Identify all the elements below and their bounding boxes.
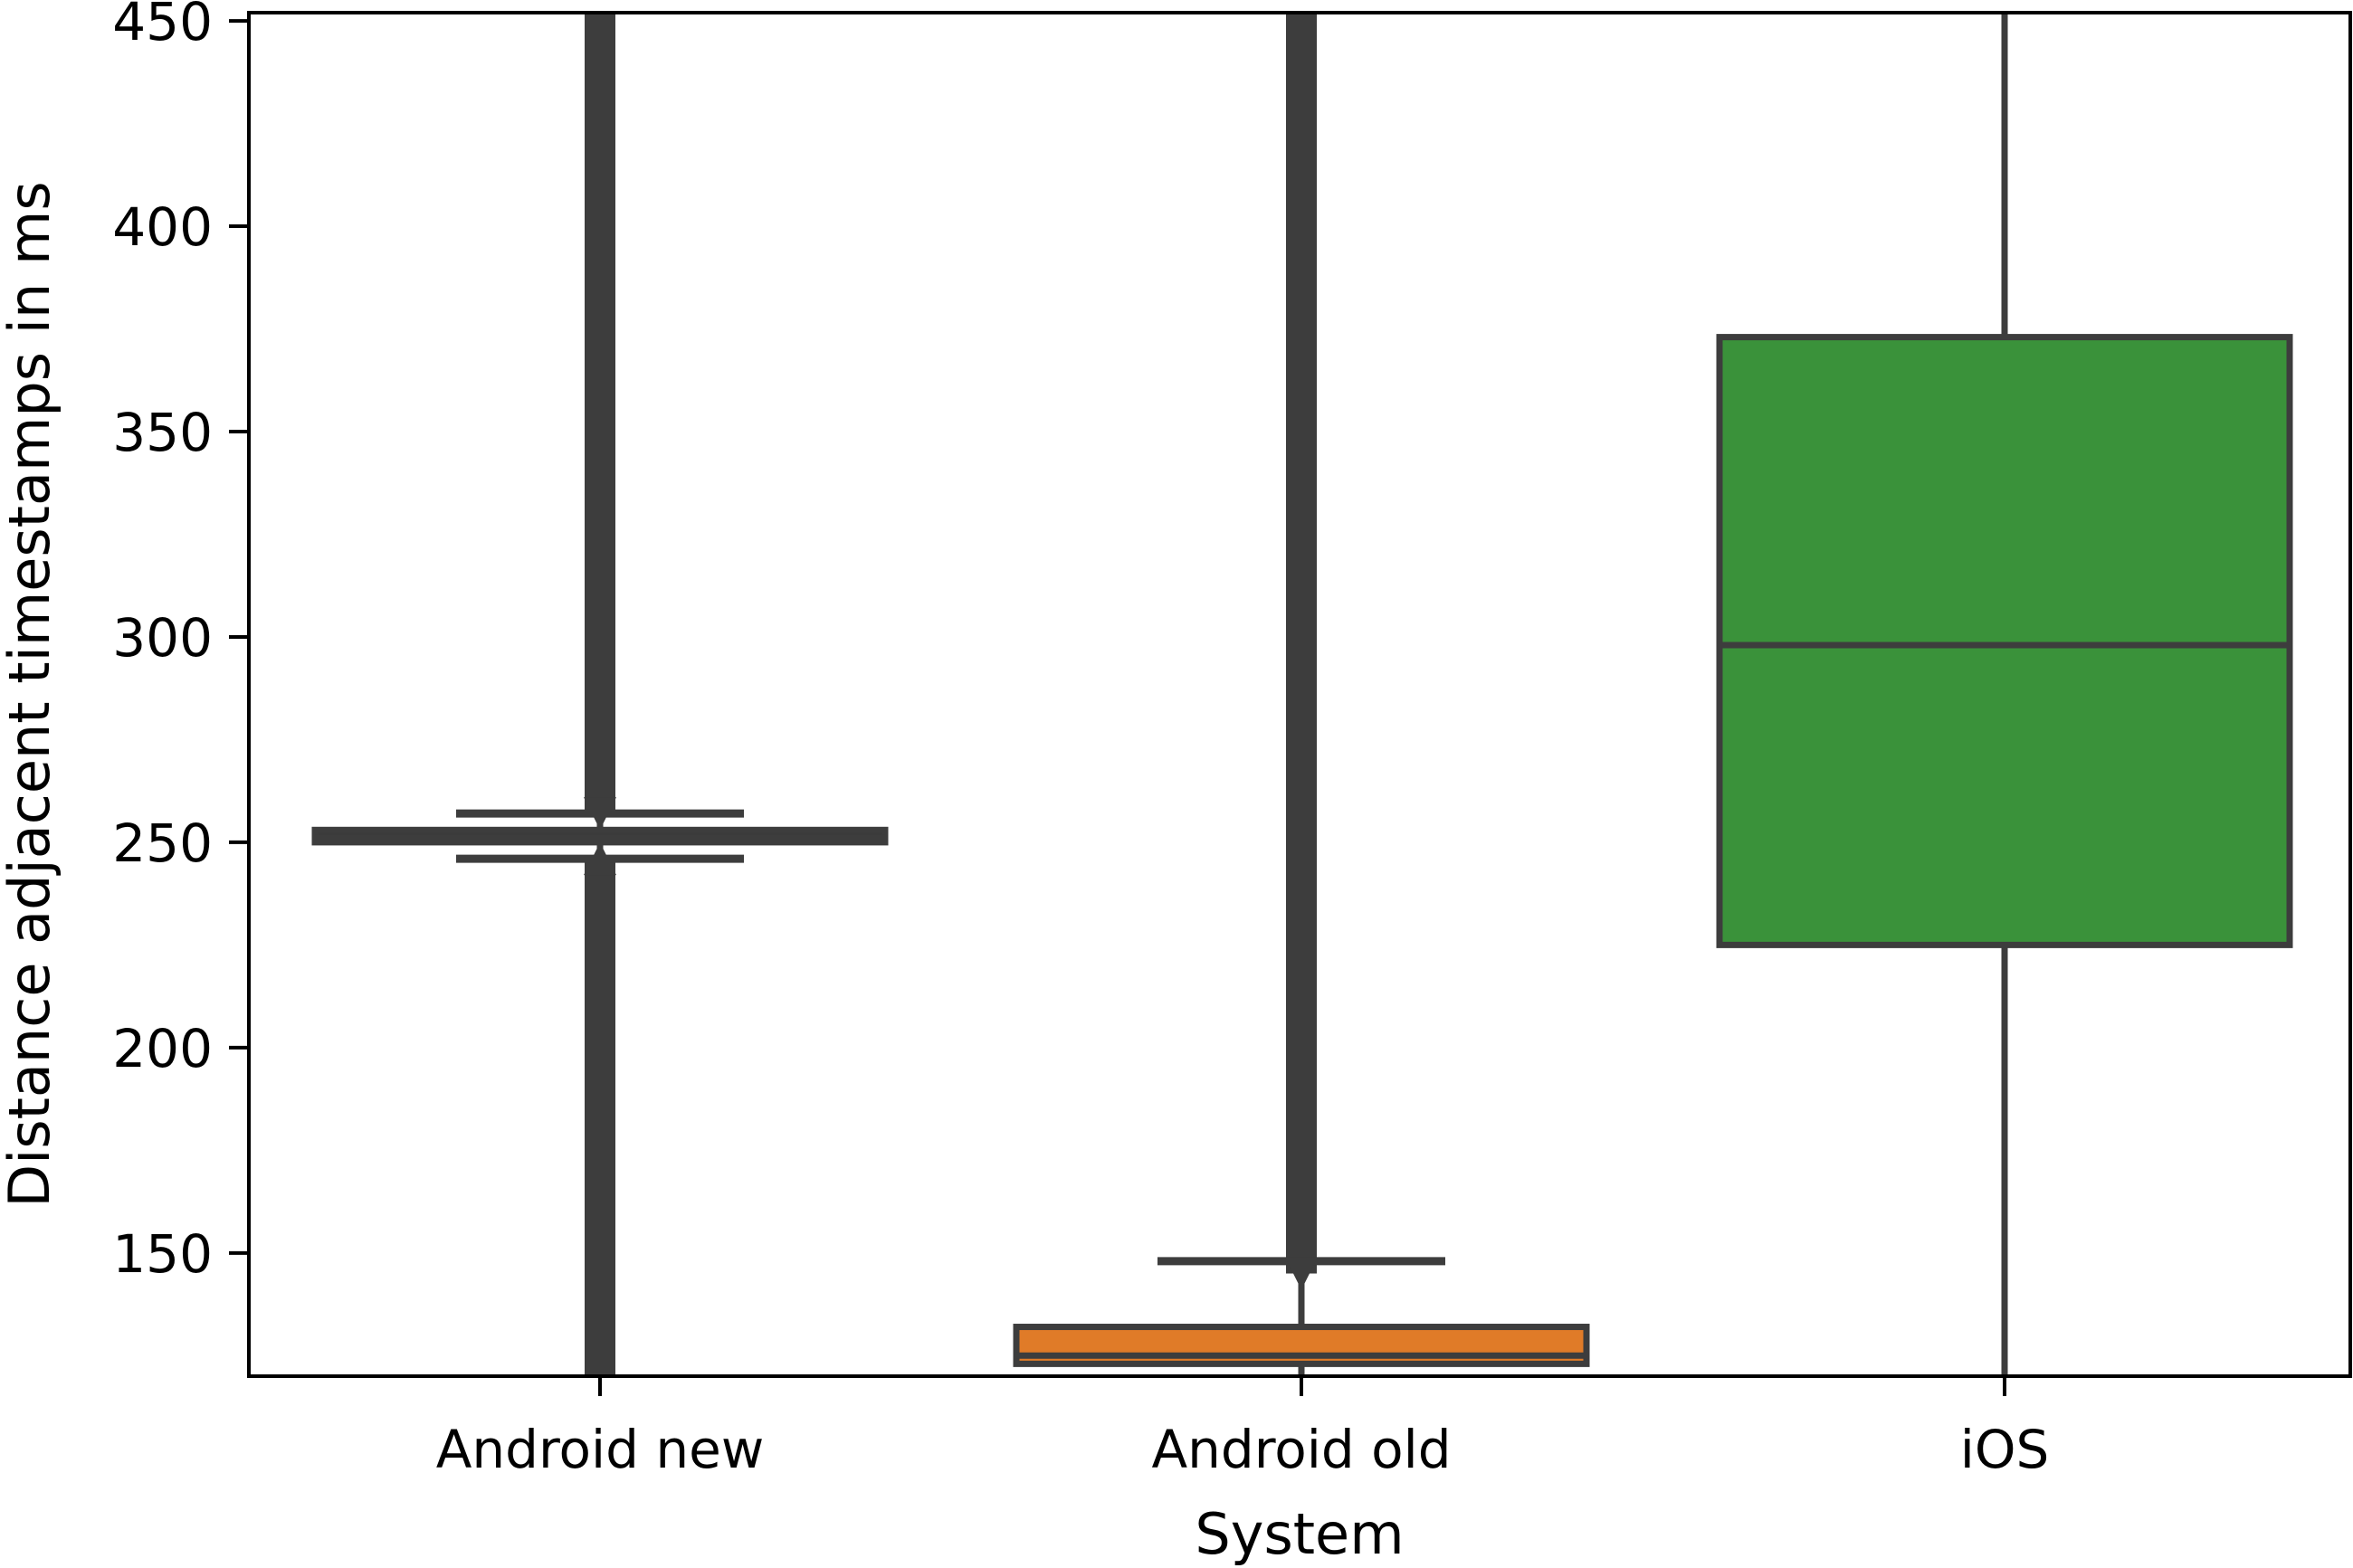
outlier-band-high bbox=[1286, 13, 1317, 1274]
x-axis-label: System bbox=[1195, 1501, 1404, 1567]
y-tick-label: 400 bbox=[112, 196, 213, 258]
box-2 bbox=[1716, 334, 2293, 948]
y-axis: 150 200 250 300 350 400 450 bbox=[112, 0, 249, 1285]
y-tick-label: 150 bbox=[112, 1223, 213, 1285]
flier-diamond-low bbox=[584, 842, 616, 876]
y-tick-label: 450 bbox=[112, 0, 213, 52]
y-tick-label: 250 bbox=[112, 813, 213, 874]
y-axis-label: Distance adjacent timestamps in ms bbox=[0, 181, 62, 1207]
y-tick-label: 350 bbox=[112, 402, 213, 463]
box-group-1 bbox=[1013, 13, 1590, 1376]
flier-diamond-high bbox=[584, 797, 616, 831]
plot-area bbox=[311, 13, 2293, 1376]
y-tick-label: 300 bbox=[112, 607, 213, 669]
x-tick-label: iOS bbox=[1960, 1419, 2050, 1480]
x-tick-label: Android old bbox=[1151, 1419, 1451, 1480]
flier-diamond-high bbox=[1285, 1257, 1318, 1290]
box-group-2 bbox=[1716, 13, 2293, 1376]
outlier-band-low bbox=[585, 859, 615, 1376]
x-tick-label: Android new bbox=[436, 1419, 765, 1480]
box-group-0 bbox=[311, 13, 889, 1376]
y-tick-label: 200 bbox=[112, 1018, 213, 1079]
outlier-band-high bbox=[585, 13, 615, 814]
x-axis: Android new Android old iOS bbox=[436, 1376, 2050, 1480]
